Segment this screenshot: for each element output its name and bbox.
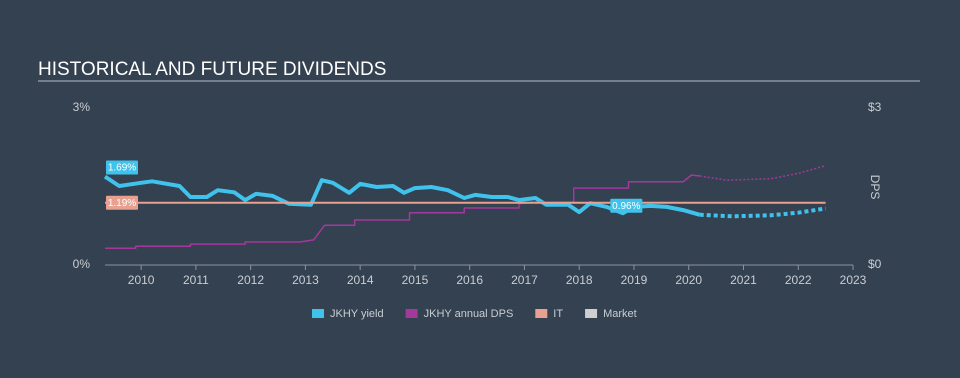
x-tick-label: 2022 — [785, 273, 812, 287]
x-tick-label: 2021 — [730, 273, 757, 287]
legend-swatch — [312, 309, 324, 318]
legend-swatch — [405, 309, 418, 318]
legend-label: Market — [603, 308, 637, 320]
legend-swatch — [535, 309, 548, 318]
y2-tick-label: $3 — [868, 100, 882, 114]
annotation-box — [106, 195, 138, 210]
forecast-line — [699, 164, 826, 181]
forecast-line — [699, 206, 826, 219]
x-tick-label: 2016 — [456, 273, 483, 287]
x-tick-label: 2011 — [183, 273, 209, 287]
x-tick-label: 2013 — [292, 273, 319, 287]
chart-title: HISTORICAL AND FUTURE DIVIDENDS — [38, 59, 386, 80]
x-tick-label: 2023 — [840, 273, 867, 287]
legend-swatch — [585, 309, 598, 318]
x-tick-label: 2012 — [237, 273, 264, 287]
x-tick-label: 2020 — [675, 273, 702, 287]
annotation-box — [106, 160, 138, 175]
annotation-label: 1.19% — [108, 198, 136, 209]
annotation-box — [610, 198, 643, 213]
x-tick-label: 2010 — [128, 273, 155, 287]
y-tick-label: 0% — [73, 257, 91, 271]
x-tick-label: 2018 — [566, 273, 593, 287]
y2-axis-label: DPS — [868, 175, 882, 200]
x-tick-label: 2017 — [511, 273, 538, 287]
annotation-label: 1.69% — [108, 163, 136, 174]
legend-label: IT — [553, 308, 563, 320]
legend-label: JKHY annual DPS — [424, 308, 514, 320]
series-line — [103, 174, 701, 217]
annotation-label: 0.96% — [612, 201, 640, 212]
x-tick-label: 2019 — [621, 273, 648, 287]
x-tick-label: 2015 — [402, 273, 429, 287]
legend-label: JKHY yield — [330, 308, 384, 320]
y2-tick-label: $0 — [868, 257, 882, 271]
series-line — [105, 174, 700, 250]
x-tick-label: 2014 — [347, 273, 374, 287]
y-tick-label: 3% — [73, 100, 91, 114]
